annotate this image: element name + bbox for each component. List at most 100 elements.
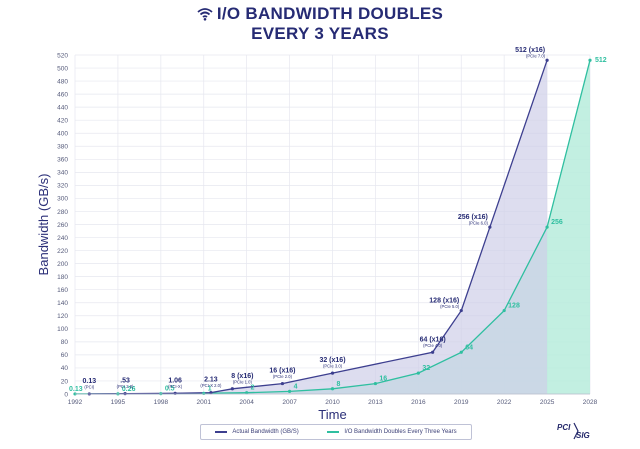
actual-data-sublabel: (PCIe 7.0): [526, 54, 546, 59]
y-tick-label: 500: [57, 65, 68, 72]
actual-data-sublabel: (PCIe 5.0): [440, 304, 460, 309]
y-tick-label: 400: [57, 131, 68, 138]
y-tick-label: 40: [61, 365, 69, 372]
doubling-data-label: 0.5: [165, 386, 175, 393]
x-tick-label: 2010: [325, 399, 340, 406]
actual-point: [330, 371, 335, 375]
y-tick-label: 20: [61, 378, 69, 385]
actual-data-label: 512 (x16): [515, 47, 545, 54]
doubling-point: [459, 350, 463, 354]
actual-point: [280, 381, 285, 386]
y-tick-label: 440: [57, 104, 68, 111]
doubling-data-label: 1: [208, 385, 212, 392]
x-tick-label: 2004: [239, 399, 254, 406]
actual-point: [209, 391, 213, 395]
actual-data-sublabel: (PCIe 6.0): [469, 221, 489, 226]
x-tick-label: 2025: [540, 399, 555, 406]
pci-sig-logo-mark: PCI SIG: [557, 422, 590, 440]
doubling-data-label: 64: [465, 344, 473, 351]
y-tick-label: 320: [57, 183, 68, 190]
actual-data-label: 2.13: [204, 377, 218, 384]
actual-data-label: 16 (x16): [269, 368, 295, 375]
x-tick-label: 1998: [154, 399, 169, 406]
doubling-data-label: 256: [551, 219, 563, 226]
y-tick-label: 360: [57, 157, 68, 164]
actual-point: [488, 225, 492, 229]
legend-swatch-doubling: [327, 431, 340, 433]
actual-point: [230, 387, 234, 391]
doubling-data-label: 2: [251, 385, 255, 392]
actual-data-sublabel: (PCIe 2.0): [273, 374, 293, 379]
actual-data-label: 64 (x16): [420, 336, 446, 343]
y-tick-label: 220: [57, 248, 68, 255]
x-tick-label: 1992: [68, 399, 83, 406]
actual-data-sublabel: (PCI 2.0): [117, 384, 134, 389]
y-tick-label: 200: [57, 261, 68, 268]
x-tick-label: 2019: [454, 399, 469, 406]
actual-data-sublabel: (PCI-X): [168, 384, 183, 389]
x-tick-label: 2016: [411, 399, 426, 406]
actual-point: [545, 58, 549, 62]
doubling-data-label: 16: [379, 376, 387, 383]
actual-data-label: 128 (x16): [429, 298, 459, 305]
x-tick-label: 2022: [497, 399, 512, 406]
series-fills: [75, 60, 590, 394]
doubling-point: [330, 387, 335, 391]
title-line-2: EVERY 3 YEARS: [251, 24, 389, 43]
legend-item-doubling: I/O Bandwidth Doubles Every Three Years: [327, 429, 457, 435]
doubling-point: [245, 391, 249, 395]
actual-data-label: 0.13: [82, 378, 96, 385]
doubling-data-label: 8: [337, 381, 341, 388]
x-tick-label: 1995: [111, 399, 126, 406]
doubling-point: [588, 58, 592, 62]
doubling-data-label: 4: [294, 383, 298, 390]
doubling-point: [373, 381, 378, 386]
axes: 0 20 40 60 80 100 120 140 160 180 200 220 240 260 280 3…: [36, 52, 598, 422]
pci-sig-logo: PCI SIG: [554, 422, 594, 440]
y-tick-label: 300: [57, 196, 68, 203]
y-tick-label: 0: [64, 391, 68, 398]
actual-data-sublabel: (PCI-X 2.0): [200, 383, 222, 388]
legend-swatch-actual: [215, 431, 228, 433]
actual-area: [89, 60, 548, 394]
y-tick-label: 240: [57, 235, 68, 242]
y-tick-label: 280: [57, 209, 68, 216]
y-tick-label: 380: [57, 144, 68, 151]
doubling-point: [502, 308, 506, 313]
doubling-data-label: 512: [595, 57, 607, 64]
legend-label-actual: Actual Bandwidth (GB/S): [232, 429, 299, 435]
y-tick-label: 460: [57, 91, 68, 98]
actual-point: [459, 308, 463, 313]
y-tick-label: 260: [57, 222, 68, 229]
y-tick-label: 160: [57, 287, 68, 294]
y-tick-label: 180: [57, 274, 68, 281]
x-tick-label: 2028: [583, 399, 598, 406]
data-labels: 0.13 0.26 0.5 1 2 4 8 16 32 64 128 256 512 0.13(PCI).…: [69, 47, 607, 393]
y-tick-label: 480: [57, 78, 68, 85]
legend-item-actual: Actual Bandwidth (GB/S): [215, 429, 299, 435]
actual-data-label: 1.06: [168, 377, 182, 384]
actual-data-sublabel: (PCIe 1.0): [233, 379, 253, 384]
actual-data-label: .53: [120, 378, 130, 385]
actual-data-label: 32 (x16): [319, 357, 345, 364]
x-axis-title: Time: [318, 407, 346, 422]
doubling-data-label: 128: [508, 303, 520, 310]
actual-point: [431, 350, 435, 354]
title-line-1: I/O BANDWIDTH DOUBLES: [216, 4, 444, 23]
y-tick-label: 60: [61, 352, 69, 359]
wifi-icon: [197, 8, 213, 21]
logo-text-bottom: SIG: [576, 431, 590, 440]
actual-data-label: 8 (x16): [231, 373, 253, 380]
doubling-point: [545, 225, 549, 229]
actual-data-sublabel: (PCIe 4.0): [423, 343, 443, 348]
doubling-data-label: 32: [422, 365, 430, 372]
logo-text-top: PCI: [557, 423, 571, 432]
doubling-point: [202, 391, 206, 395]
doubling-data-label: 0.26: [122, 386, 136, 393]
y-tick-label: 520: [57, 52, 68, 59]
y-axis-title: Bandwidth (GB/s): [36, 174, 51, 276]
legend: Actual Bandwidth (GB/S) I/O Bandwidth Do…: [200, 424, 472, 440]
actual-data-sublabel: (PCI): [84, 384, 94, 389]
x-tick-label: 2013: [368, 399, 383, 406]
